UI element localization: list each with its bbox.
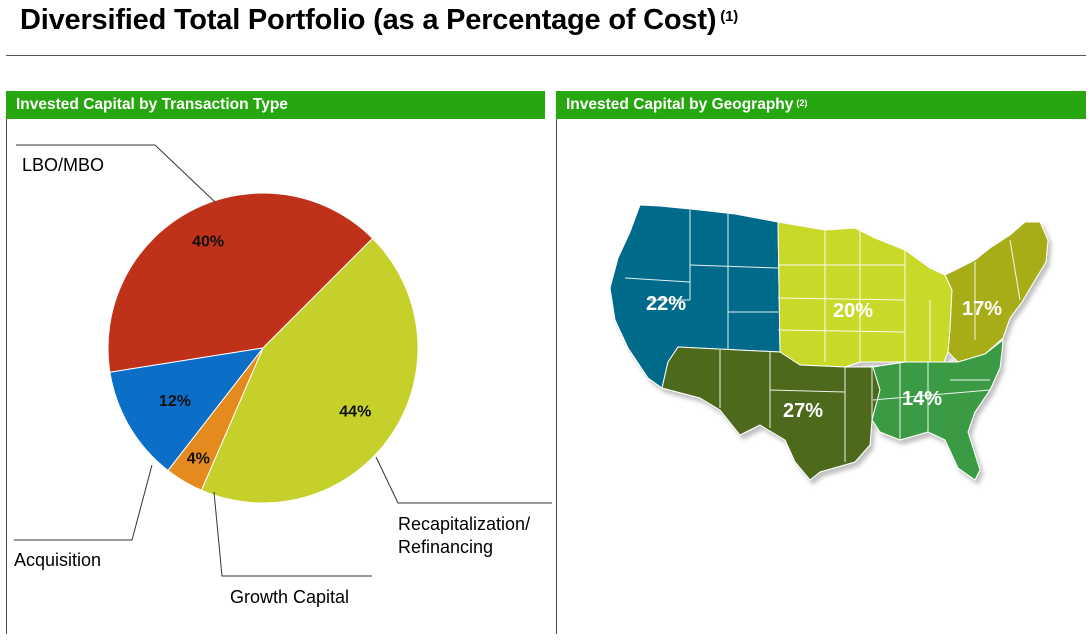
pie-chart: 40% 44% 4% 12% LBO/MBO Recapitalization/Ref…: [14, 144, 552, 607]
map-region-west: [609, 204, 781, 389]
leader-line-recap: [375, 456, 552, 504]
label-recap: Recapitalization/Refinancing: [398, 514, 530, 557]
map-label-southwest: 27%: [783, 400, 823, 422]
map-region-southwest: [661, 346, 881, 481]
pie-value-lbo: 40%: [192, 233, 224, 250]
title-footnote: (1): [720, 8, 739, 25]
leader-line-acquisition: [14, 464, 153, 541]
leader-line-growth: [213, 491, 372, 577]
pie-slice-recap: [200, 237, 419, 504]
label-acquisition: Acquisition: [14, 550, 101, 570]
label-lbo: LBO/MBO: [22, 155, 104, 175]
pie-slice-lbo: [107, 192, 374, 373]
pie-value-recap: 44%: [339, 404, 371, 421]
map-label-northeast: 17%: [962, 298, 1002, 320]
page-title: Diversified Total Portfolio (as a Percen…: [20, 4, 739, 36]
transaction-type-header: Invested Capital by Transaction Type: [6, 91, 545, 119]
map-label-midwest: 20%: [833, 300, 873, 322]
label-growth: Growth Capital: [230, 587, 349, 607]
leader-line-lbo: [16, 144, 216, 203]
map-region-midwest: [777, 221, 953, 368]
map-label-southeast: 14%: [902, 388, 942, 410]
center-panel-border: [556, 119, 557, 634]
pie-slice-acquisition: [109, 347, 265, 472]
map-region-southeast: [871, 339, 1004, 481]
pie-value-acquisition: 12%: [159, 393, 191, 410]
geography-header: Invested Capital by Geography (2): [556, 91, 1086, 119]
pie-value-growth: 4%: [187, 450, 210, 467]
map-region-northeast: [944, 221, 1049, 363]
title-divider: [6, 55, 1086, 56]
map-label-west: 22%: [646, 293, 686, 315]
geography-footnote: (2): [796, 98, 808, 108]
left-panel-border: [6, 119, 7, 634]
